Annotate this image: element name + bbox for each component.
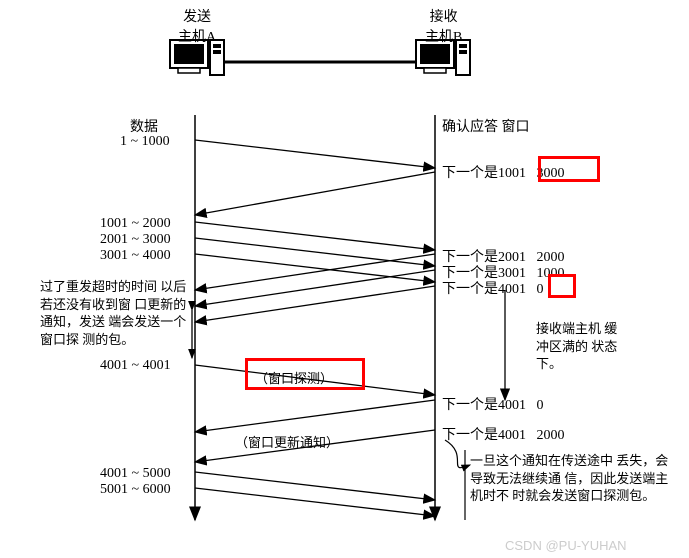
- right-column-header: 确认应答 窗口: [442, 116, 530, 136]
- highlight-box-probe: [245, 358, 365, 390]
- range-5: 4001 ~ 4001: [100, 358, 171, 374]
- ack-4: 下一个是4001 0: [442, 278, 544, 298]
- host-a-label: 发送 主机A: [178, 6, 216, 46]
- left-note: 过了重发超时的时间 以后若还没有收到窗 口更新的通知，发送 端会发送一个窗口探 …: [40, 278, 190, 348]
- range-7: 5001 ~ 6000: [100, 482, 171, 498]
- highlight-box-0: [548, 274, 576, 298]
- update-label: （窗口更新通知）: [235, 432, 339, 451]
- left-column-header: 数据: [130, 116, 158, 136]
- range-2: 1001 ~ 2000: [100, 216, 171, 232]
- ack-6: 下一个是4001 2000: [442, 424, 565, 444]
- watermark: CSDN @PU-YUHAN: [505, 538, 627, 553]
- right-note-2: 一旦这个通知在传送途中 丢失，会导致无法继续通 信，因此发送端主机时不 时就会发…: [470, 452, 670, 505]
- right-note-1: 接收端主机 缓冲区满的 状态下。: [536, 320, 626, 373]
- highlight-box-3000: [538, 156, 600, 182]
- ack-5: 下一个是4001 0: [442, 394, 544, 414]
- range-1: 1 ~ 1000: [120, 134, 170, 150]
- range-6: 4001 ~ 5000: [100, 466, 171, 482]
- host-b-label: 接收 主机B: [425, 6, 462, 46]
- range-4: 3001 ~ 4000: [100, 248, 171, 264]
- range-3: 2001 ~ 3000: [100, 232, 171, 248]
